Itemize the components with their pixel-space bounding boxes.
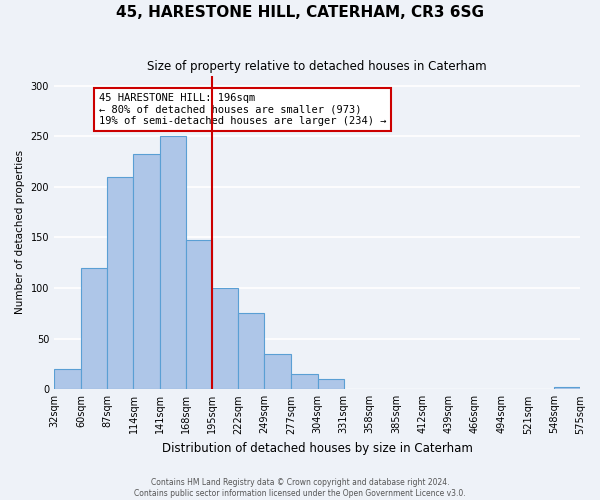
Text: 45 HARESTONE HILL: 196sqm
← 80% of detached houses are smaller (973)
19% of semi: 45 HARESTONE HILL: 196sqm ← 80% of detac… xyxy=(99,93,386,126)
Bar xyxy=(81,268,107,390)
Bar xyxy=(238,314,264,390)
Bar xyxy=(54,369,81,390)
Bar xyxy=(292,374,317,390)
Text: 45, HARESTONE HILL, CATERHAM, CR3 6SG: 45, HARESTONE HILL, CATERHAM, CR3 6SG xyxy=(116,5,484,20)
Bar xyxy=(317,379,344,390)
Text: Contains HM Land Registry data © Crown copyright and database right 2024.
Contai: Contains HM Land Registry data © Crown c… xyxy=(134,478,466,498)
Title: Size of property relative to detached houses in Caterham: Size of property relative to detached ho… xyxy=(147,60,487,73)
Bar xyxy=(160,136,186,390)
Bar xyxy=(554,388,580,390)
Bar xyxy=(212,288,238,390)
X-axis label: Distribution of detached houses by size in Caterham: Distribution of detached houses by size … xyxy=(161,442,472,455)
Y-axis label: Number of detached properties: Number of detached properties xyxy=(15,150,25,314)
Bar xyxy=(264,354,292,390)
Bar xyxy=(107,177,133,390)
Bar xyxy=(186,240,212,390)
Bar xyxy=(133,154,160,390)
